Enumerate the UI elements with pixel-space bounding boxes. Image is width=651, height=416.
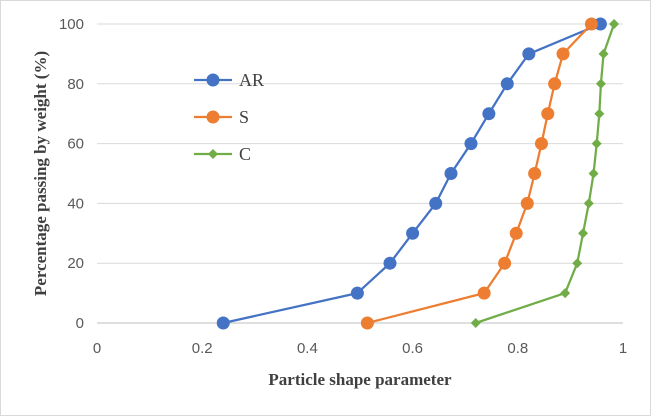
- data-point-ar: [482, 107, 496, 121]
- y-tick-label: 40: [67, 195, 84, 212]
- data-point-s: [498, 256, 512, 270]
- x-tick-label: 0.6: [402, 340, 423, 357]
- data-point-c: [560, 288, 571, 299]
- x-axis-title: Particle shape parameter: [268, 370, 452, 389]
- data-point-s: [509, 226, 523, 240]
- data-point-s: [477, 286, 491, 300]
- series-ar: [216, 17, 607, 330]
- series-layer: [216, 17, 620, 330]
- x-tick-label: 0.8: [507, 340, 528, 357]
- series-line-ar: [222, 22, 601, 325]
- y-axis-title: Percentage passing by weight (%): [31, 51, 50, 296]
- data-point-s: [520, 196, 534, 210]
- data-point-c: [594, 108, 605, 119]
- data-point-ar: [406, 226, 420, 240]
- data-point-ar: [500, 77, 514, 91]
- legend-item-s: S: [194, 107, 249, 127]
- series-s: [360, 17, 598, 330]
- data-point-c: [583, 198, 594, 209]
- y-tick-labels: 0 20 40 60 80 100: [59, 16, 84, 332]
- data-point-c: [591, 138, 602, 149]
- legend: AR SC: [194, 70, 264, 164]
- legend-swatch-marker: [206, 73, 220, 87]
- data-point-ar: [444, 167, 458, 180]
- y-tick-label: 60: [67, 136, 84, 153]
- data-point-ar: [429, 196, 443, 210]
- x-tick-labels: 0 0.2 0.4 0.6 0.8 1: [93, 340, 627, 357]
- data-point-s: [541, 107, 555, 121]
- data-point-ar: [350, 286, 364, 300]
- legend-label-s: S: [239, 107, 249, 127]
- data-point-c: [595, 78, 606, 89]
- y-tick-label: 100: [59, 16, 84, 33]
- data-point-c: [588, 168, 599, 179]
- data-point-ar: [522, 47, 536, 61]
- data-point-c: [609, 19, 620, 29]
- gridlines: [97, 23, 623, 264]
- x-tick-label: 1: [619, 340, 627, 357]
- x-tick-label: 0.4: [297, 340, 318, 357]
- data-point-ar: [593, 17, 607, 31]
- data-point-ar: [383, 256, 397, 270]
- data-point-ar: [464, 137, 478, 151]
- data-point-c: [470, 318, 481, 328]
- legend-label-c: C: [239, 144, 251, 164]
- data-point-s: [584, 17, 598, 31]
- legend-item-ar: AR: [194, 70, 264, 90]
- y-tick-label: 20: [67, 255, 84, 272]
- series-c: [470, 19, 620, 328]
- y-tick-label: 80: [67, 76, 84, 93]
- y-tick-label: 0: [76, 315, 84, 332]
- data-point-c: [572, 258, 583, 269]
- series-line-s: [367, 23, 593, 325]
- data-point-s: [534, 137, 548, 151]
- data-point-c: [578, 228, 589, 239]
- data-point-ar: [216, 316, 230, 330]
- legend-item-c: C: [194, 144, 251, 164]
- data-point-s: [548, 77, 562, 91]
- data-point-s: [556, 47, 570, 61]
- data-point-s: [528, 167, 542, 180]
- legend-swatch-marker: [208, 149, 218, 159]
- x-tick-label: 0: [93, 340, 101, 357]
- data-point-s: [360, 316, 374, 330]
- legend-label-ar: AR: [239, 70, 264, 90]
- legend-swatch-marker: [206, 110, 220, 124]
- x-tick-label: 0.2: [192, 340, 213, 357]
- data-point-c: [598, 48, 609, 59]
